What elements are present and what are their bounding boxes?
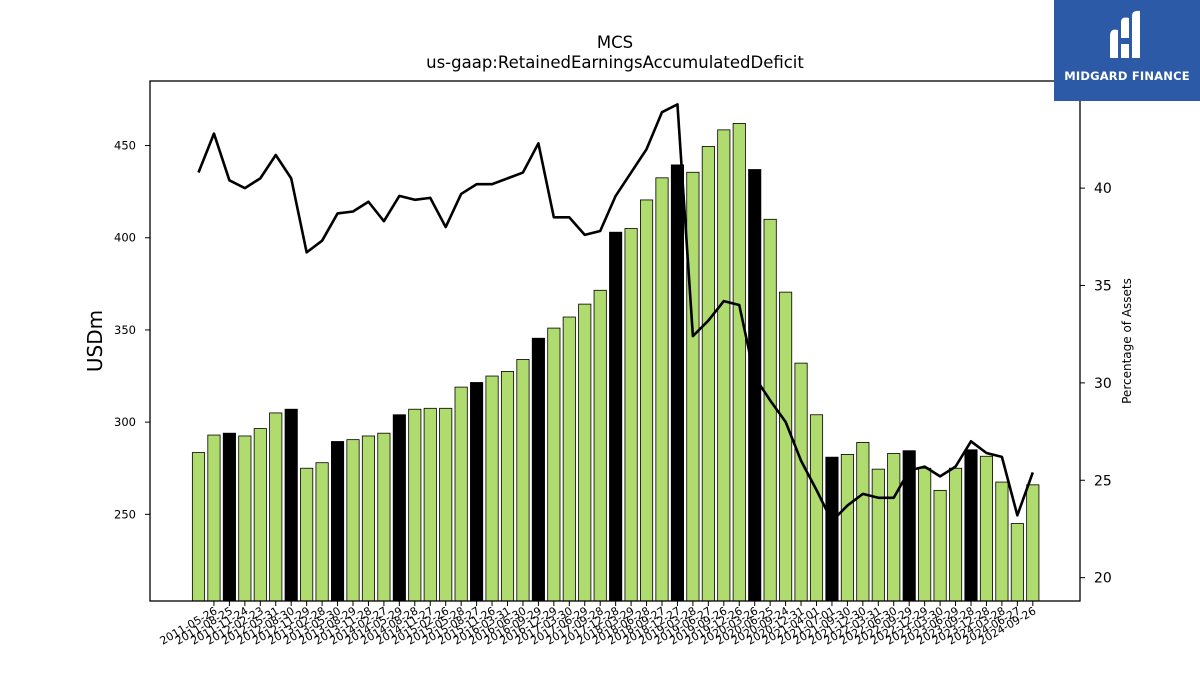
chart-subtitle: us-gaap:RetainedEarningsAccumulatedDefic… <box>426 53 804 72</box>
bar <box>238 435 252 602</box>
bar <box>840 454 854 602</box>
bar <box>516 359 530 602</box>
bar <box>732 123 746 602</box>
bar <box>547 327 561 602</box>
bar <box>640 199 654 602</box>
y-tick-label: 350 <box>114 323 136 337</box>
y-axis: 250 300 350 400 450 <box>114 139 150 521</box>
bar <box>562 316 576 602</box>
bar <box>531 337 545 602</box>
bar <box>269 412 283 602</box>
bar <box>330 441 345 602</box>
y2-tick-label: 40 <box>1094 181 1112 197</box>
bar <box>408 408 422 602</box>
line-series <box>197 103 1035 523</box>
bar <box>686 171 700 602</box>
bar <box>825 456 839 602</box>
y-tick-label: 250 <box>114 507 136 521</box>
y-tick-label: 400 <box>114 231 136 245</box>
bar <box>670 164 684 602</box>
y-tick-label: 300 <box>114 415 136 429</box>
logo: MIDGARD FINANCE <box>1054 0 1200 101</box>
y-tick-label: 450 <box>114 139 136 153</box>
bar <box>439 407 453 602</box>
bar <box>856 442 870 602</box>
bar <box>1026 484 1040 602</box>
bar <box>361 435 375 602</box>
y2-axis-label: Percentage of Assets <box>1120 278 1134 404</box>
bar <box>887 453 901 602</box>
chart-title: MCS <box>597 33 633 52</box>
y2-tick-label: 30 <box>1094 376 1112 392</box>
bar <box>346 439 360 602</box>
bar <box>392 414 406 602</box>
percentage-line <box>197 103 1035 523</box>
bar <box>871 468 885 602</box>
bar <box>655 177 669 602</box>
y2-tick-label: 25 <box>1094 473 1112 489</box>
bar <box>500 371 515 602</box>
bar <box>717 129 731 602</box>
bar <box>300 467 314 602</box>
bar <box>454 386 468 602</box>
bar <box>253 428 267 602</box>
logo-text: MIDGARD FINANCE <box>1064 69 1190 83</box>
bar <box>191 452 206 602</box>
bar <box>933 489 947 602</box>
bar <box>470 382 484 602</box>
bar <box>485 375 499 602</box>
bar <box>593 289 607 602</box>
bar <box>918 467 932 602</box>
bar <box>794 362 808 602</box>
bar <box>207 434 221 602</box>
plot-frame <box>149 80 1081 602</box>
bar <box>1010 523 1024 602</box>
bar <box>701 146 715 602</box>
bar <box>964 449 978 602</box>
bar <box>979 455 993 602</box>
midgard-logo-icon <box>1110 10 1140 58</box>
bar <box>624 228 638 602</box>
y2-tick-label: 35 <box>1094 278 1112 294</box>
bar <box>779 291 793 602</box>
bar <box>995 481 1009 602</box>
bar <box>809 414 824 602</box>
bar <box>578 303 592 602</box>
bar <box>609 231 623 602</box>
bar <box>949 467 963 602</box>
x-axis: 2011-05-262011-08-252011-11-242012-02-23… <box>158 601 1038 648</box>
bar <box>315 462 329 602</box>
bar <box>377 432 391 602</box>
y-axis-label: USDm <box>83 310 107 372</box>
bar <box>902 450 916 602</box>
bar <box>763 218 777 602</box>
y2-tick-label: 20 <box>1094 571 1112 587</box>
bar <box>423 407 437 602</box>
bar <box>284 408 298 602</box>
bar <box>222 432 236 602</box>
y2-axis: 20 25 30 35 40 <box>1080 181 1112 587</box>
